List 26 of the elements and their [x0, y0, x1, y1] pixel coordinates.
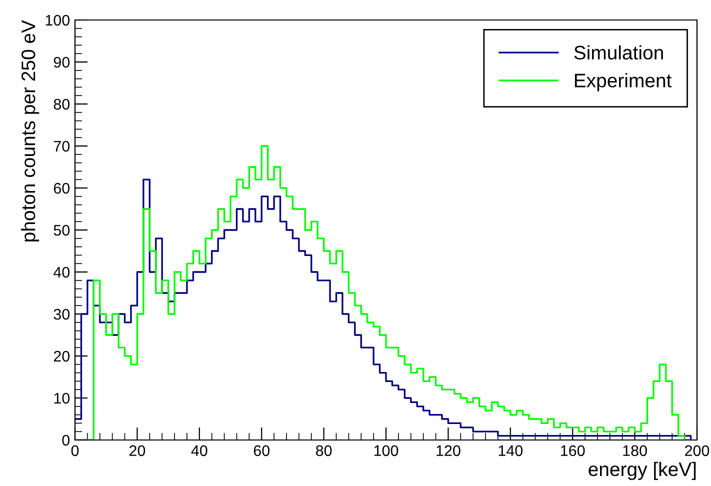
y-tick-label: 80 — [54, 98, 70, 110]
x-tick-label: 120 — [436, 445, 460, 456]
x-tick-label: 200 — [685, 445, 710, 456]
y-tick-label: 90 — [54, 56, 70, 68]
y-tick-label: 10 — [54, 392, 70, 404]
legend-label: Experiment — [574, 73, 672, 92]
x-tick-label: 60 — [254, 445, 270, 456]
x-axis-title: energy [keV] — [588, 462, 696, 480]
legend-label: Simulation — [574, 45, 663, 60]
y-tick-label: 100 — [46, 14, 70, 26]
y-tick-label: 60 — [54, 182, 70, 194]
x-tick-label: 180 — [623, 445, 647, 456]
y-axis-title: photon counts per 250 eV — [20, 20, 40, 242]
x-tick-label: 0 — [71, 445, 79, 456]
x-tick-label: 20 — [129, 445, 146, 456]
y-tick-label: 30 — [54, 308, 70, 320]
x-tick-label: 80 — [316, 445, 332, 456]
y-tick-label: 70 — [54, 140, 70, 152]
x-tick-label: 160 — [561, 445, 585, 456]
y-tick-label: 40 — [54, 266, 70, 278]
x-tick-label: 40 — [191, 445, 208, 456]
x-tick-label: 100 — [374, 445, 398, 456]
x-tick-label: 140 — [498, 445, 523, 456]
y-tick-label: 50 — [54, 224, 70, 236]
y-tick-label: 0 — [62, 434, 70, 446]
y-tick-label: 20 — [54, 350, 70, 362]
